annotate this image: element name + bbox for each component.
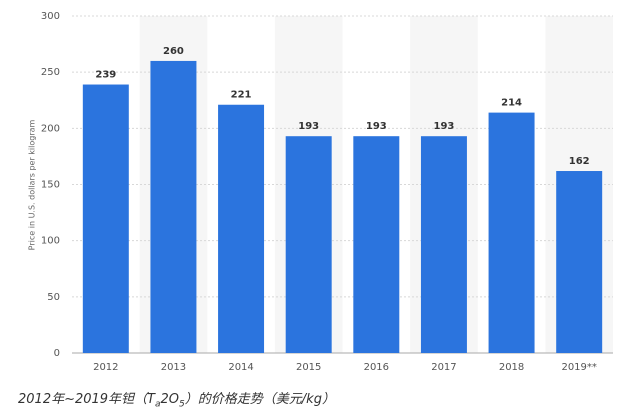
bar [420, 136, 467, 353]
bar [218, 104, 265, 353]
y-tick-label: 200 [41, 123, 60, 134]
value-label: 214 [501, 98, 522, 109]
x-tick-label: 2012 [93, 362, 118, 373]
value-label: 221 [231, 90, 252, 101]
x-tick-label: 2014 [228, 362, 253, 373]
x-tick-label: 2017 [431, 362, 456, 373]
value-label: 239 [95, 70, 116, 81]
caption-part: 2012年~2019年钽（T [18, 392, 156, 407]
bar [488, 112, 535, 354]
x-tick-label: 2015 [296, 362, 321, 373]
caption-part: 2O [160, 392, 180, 407]
value-label: 193 [366, 121, 387, 132]
bar [82, 84, 129, 354]
caption-part: ）的价格走势（美元/kg） [184, 392, 335, 407]
caption-part: 5 [179, 399, 185, 410]
bar [353, 136, 400, 353]
chart: Price in U.S. dollars per kilogram 0 50 10… [27, 11, 613, 373]
bar [285, 136, 332, 353]
y-tick-label: 0 [54, 348, 60, 359]
value-label: 193 [434, 121, 455, 132]
x-tick-label: 2018 [499, 362, 524, 373]
y-tick-label: 250 [41, 67, 60, 78]
bar [556, 171, 603, 353]
y-tick-label: 300 [41, 11, 60, 22]
y-tick-label: 150 [41, 180, 60, 191]
y-tick-label: 50 [47, 292, 60, 303]
value-label: 193 [298, 121, 319, 132]
x-tick-label: 2016 [364, 362, 389, 373]
value-label: 260 [163, 46, 184, 57]
y-axis-title: Price in U.S. dollars per kilogram [28, 119, 37, 250]
y-tick-label: 100 [41, 236, 60, 247]
x-tick-label: 2013 [161, 362, 186, 373]
caption: 2012年~2019年钽（Ta2O5）的价格走势（美元/kg） [18, 388, 335, 410]
x-tick-label: 2019** [561, 362, 596, 373]
bar [150, 60, 197, 353]
value-label: 162 [569, 156, 590, 167]
caption-part: a [155, 399, 161, 410]
